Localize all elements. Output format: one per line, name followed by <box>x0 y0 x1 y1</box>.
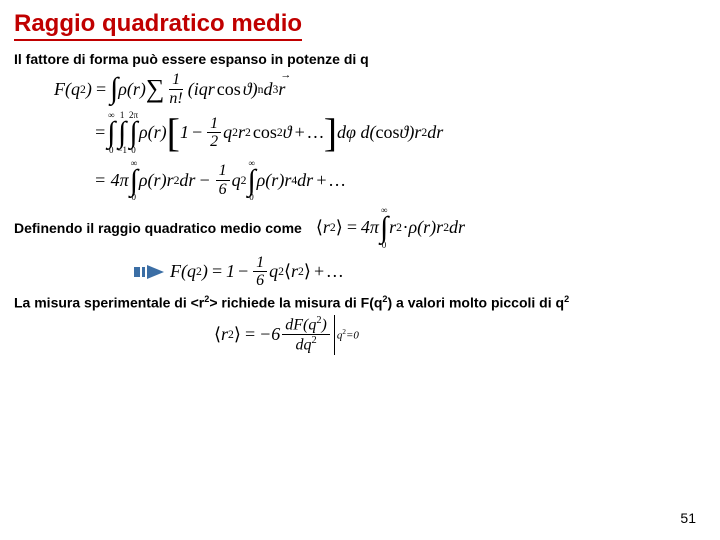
page-number: 51 <box>680 510 696 526</box>
equation-final: ⟨r2⟩ = −6 dF(q2) dq2 q2=0 <box>214 315 706 355</box>
equation-1: F(q2) = ∫ ρ(r) ∑ 1n! (iqr cosϑ)n d3r <box>54 71 706 107</box>
measurement-line: La misura sperimentale di <r2> richiede … <box>14 294 706 311</box>
arrow-icon <box>134 265 164 279</box>
equation-implication: F(q2) = 1− 16 q2 ⟨r2⟩ +… <box>134 254 706 290</box>
definition-line: Definendo il raggio quadratico medio com… <box>14 206 706 250</box>
slide-title: Raggio quadratico medio <box>14 10 302 41</box>
intro-line: Il fattore di forma può essere espanso i… <box>14 51 706 67</box>
equation-3: = 4π ∞∫0 ρ(r) r2dr − 16 q2 ∞∫0 ρ(r) r4dr… <box>94 159 706 203</box>
equation-2: = ∞∫0 1∫−1 2π∫0 ρ(r) [ 1− 12 q2r2 cos2 ϑ… <box>94 111 706 155</box>
